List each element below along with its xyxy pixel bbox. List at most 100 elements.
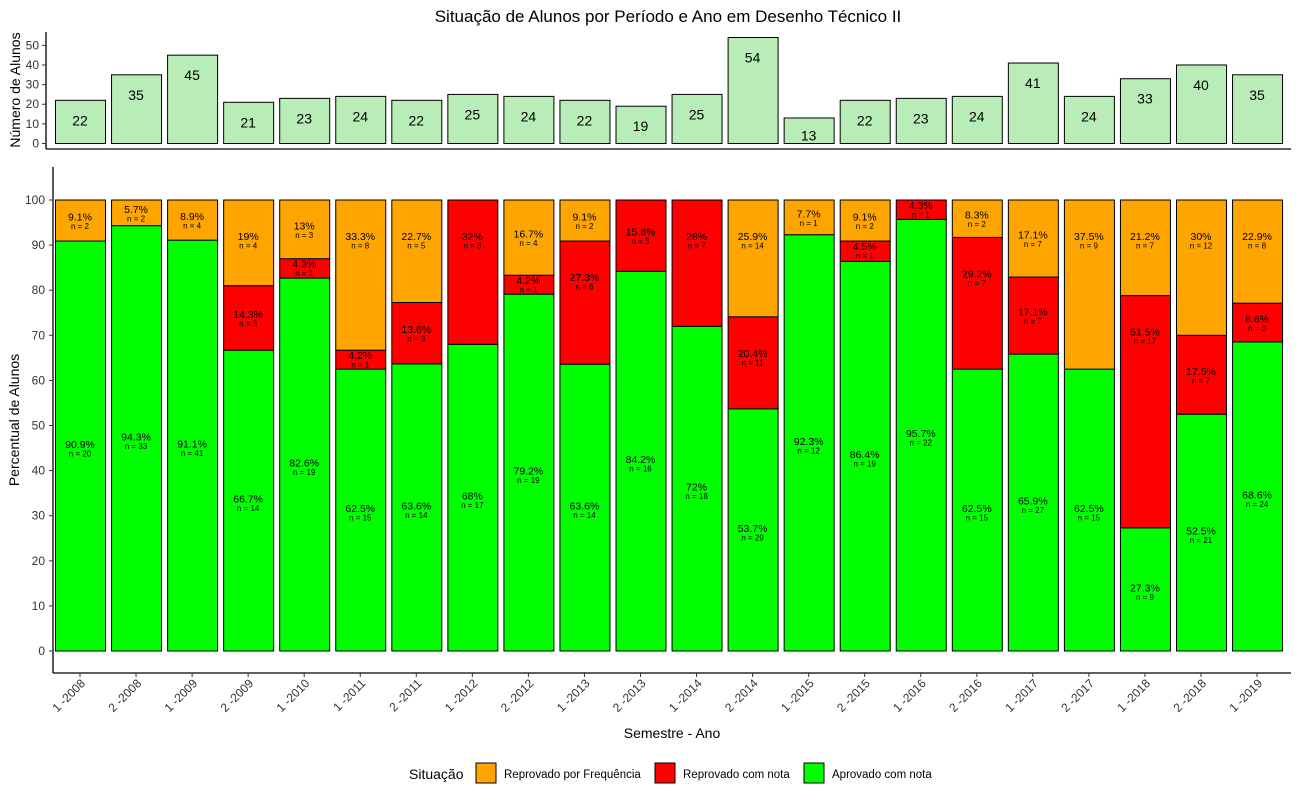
bar-segment-failed-grade [1232, 302, 1284, 343]
top-bar-value-label: 19 [633, 118, 649, 134]
bar-count-label: n = 41 [181, 449, 204, 458]
bar-percent-label: 65.9% [1018, 496, 1048, 508]
x-tick-label: 1 -2010 [274, 676, 313, 715]
bar-percent-label: 21.2% [1130, 231, 1160, 243]
bar-segment-failed-attendance [391, 199, 443, 303]
bar-segment-approved [839, 260, 891, 652]
bar-segment-failed-grade [1176, 334, 1227, 415]
bar-count-label: n = 6 [575, 283, 594, 292]
top-y-tick-label: 30 [26, 78, 40, 92]
bar-percent-label: 22.9% [1242, 231, 1272, 243]
bar-percent-label: 72% [686, 482, 707, 494]
bar-count-label: n = 2 [968, 220, 987, 229]
bar-segment-approved [279, 277, 331, 652]
bar-percent-label: 62.5% [1074, 503, 1104, 515]
bar-count-label: n = 1 [800, 219, 819, 228]
top-bar-total [447, 93, 499, 144]
top-bar-total [55, 99, 106, 144]
top-y-tick-label: 50 [26, 38, 40, 52]
top-bars: 22 35 45 21 23 24 22 25 24 22 19 25 54 13 22 23 24 41 24 33… [55, 37, 1284, 145]
bar-percent-label: 37.5% [1074, 231, 1104, 243]
bar-count-label: n = 2 [575, 222, 594, 231]
bar-segment-approved [895, 218, 947, 652]
bar-percent-label: 4.5% [853, 241, 877, 253]
bar-percent-label: 20.4% [738, 348, 768, 360]
x-tick-label: 1 -2018 [1114, 676, 1153, 715]
bar-percent-label: 15.8% [626, 227, 656, 239]
bar-count-label: n = 27 [1022, 506, 1045, 515]
bar-count-label: n = 19 [517, 476, 540, 485]
bar-count-label: n = 29 [741, 533, 764, 542]
top-bar-value-label: 33 [1137, 91, 1153, 107]
bar-segment-failed-grade [1007, 276, 1059, 355]
bar-segment-failed-grade [615, 199, 667, 272]
bar-percent-label: 62.5% [345, 503, 375, 515]
bar-percent-label: 63.6% [401, 500, 431, 512]
x-tick-label: 1 -2009 [162, 676, 201, 715]
top-bar-total [727, 37, 779, 144]
x-tick-label: 2 -2017 [1058, 676, 1097, 715]
bar-count-label: n = 14 [405, 511, 428, 520]
top-bar-value-label: 13 [801, 128, 817, 144]
top-bar-value-label: 22 [857, 112, 873, 128]
bottom-y-tick-label: 20 [32, 554, 46, 568]
bar-percent-label: 5.7% [124, 204, 148, 216]
bar-count-label: n = 3 [407, 335, 426, 344]
x-tick-label: 1 -2014 [666, 676, 705, 715]
bar-count-label: n = 1 [856, 252, 875, 261]
x-tick-label: 1 -2019 [1226, 676, 1265, 715]
x-tick-label: 2 -2018 [1170, 676, 1209, 715]
bar-count-label: n = 19 [293, 468, 316, 477]
bar-segment-approved [223, 349, 275, 652]
bar-count-label: n = 33 [125, 442, 148, 451]
top-bar-value-label: 23 [913, 110, 929, 126]
bar-count-label: n = 21 [1190, 536, 1213, 545]
legend: Situação Reprovado por Frequência Reprova… [409, 762, 932, 784]
bar-count-label: n = 5 [407, 242, 426, 251]
bar-segment-approved [951, 368, 1003, 652]
bar-segment-failed-attendance [1176, 199, 1227, 336]
top-bar-total [335, 95, 387, 144]
bar-segment-failed-attendance [727, 199, 779, 318]
top-bar-total [1007, 62, 1059, 145]
bar-count-label: n = 7 [1024, 240, 1043, 249]
bar-percent-label: 94.3% [121, 431, 151, 443]
top-bar-total [839, 99, 891, 144]
bar-count-label: n = 4 [183, 222, 202, 231]
bar-segment-approved [1232, 341, 1284, 652]
bar-percent-label: 62.5% [962, 503, 992, 515]
bar-count-label: n = 14 [573, 511, 596, 520]
bar-percent-label: 14.3% [233, 309, 263, 321]
bar-segment-approved [1176, 413, 1227, 652]
bar-percent-label: 82.6% [289, 458, 319, 470]
bar-segment-failed-attendance [1119, 199, 1171, 297]
bar-count-label: n = 2 [127, 214, 146, 223]
top-bar-total [671, 93, 723, 144]
bar-percent-label: 7.7% [797, 208, 821, 220]
bar-segment-failed-grade [727, 316, 779, 410]
bar-count-label: n = 15 [966, 514, 989, 523]
bottom-y-tick-label: 80 [32, 283, 46, 297]
bar-segment-failed-grade [671, 199, 723, 327]
top-bar-value-label: 45 [184, 67, 200, 83]
top-bar-total [223, 101, 275, 144]
bar-count-label: n = 18 [685, 492, 708, 501]
top-bar-total [1232, 74, 1284, 144]
bar-segment-failed-attendance [951, 199, 1003, 238]
bar-count-label: n = 2 [856, 222, 875, 231]
bar-count-label: n = 3 [239, 319, 258, 328]
bar-segment-failed-grade [391, 301, 443, 365]
top-y-tick-label: 10 [26, 117, 40, 131]
bar-segment-approved [55, 240, 106, 652]
bar-percent-label: 84.2% [626, 454, 656, 466]
legend-swatch [475, 762, 497, 784]
bar-percent-label: 9.1% [853, 212, 877, 224]
bar-count-label: n = 3 [631, 237, 650, 246]
bar-percent-label: 27.3% [570, 272, 600, 284]
bar-count-label: n = 1 [912, 211, 931, 220]
top-bar-value-label: 41 [1025, 75, 1041, 91]
bar-count-label: n = 7 [688, 242, 707, 251]
bar-percent-label: 52.5% [1186, 526, 1216, 538]
bar-segment-failed-attendance [279, 199, 331, 260]
top-bar-total [391, 99, 443, 144]
